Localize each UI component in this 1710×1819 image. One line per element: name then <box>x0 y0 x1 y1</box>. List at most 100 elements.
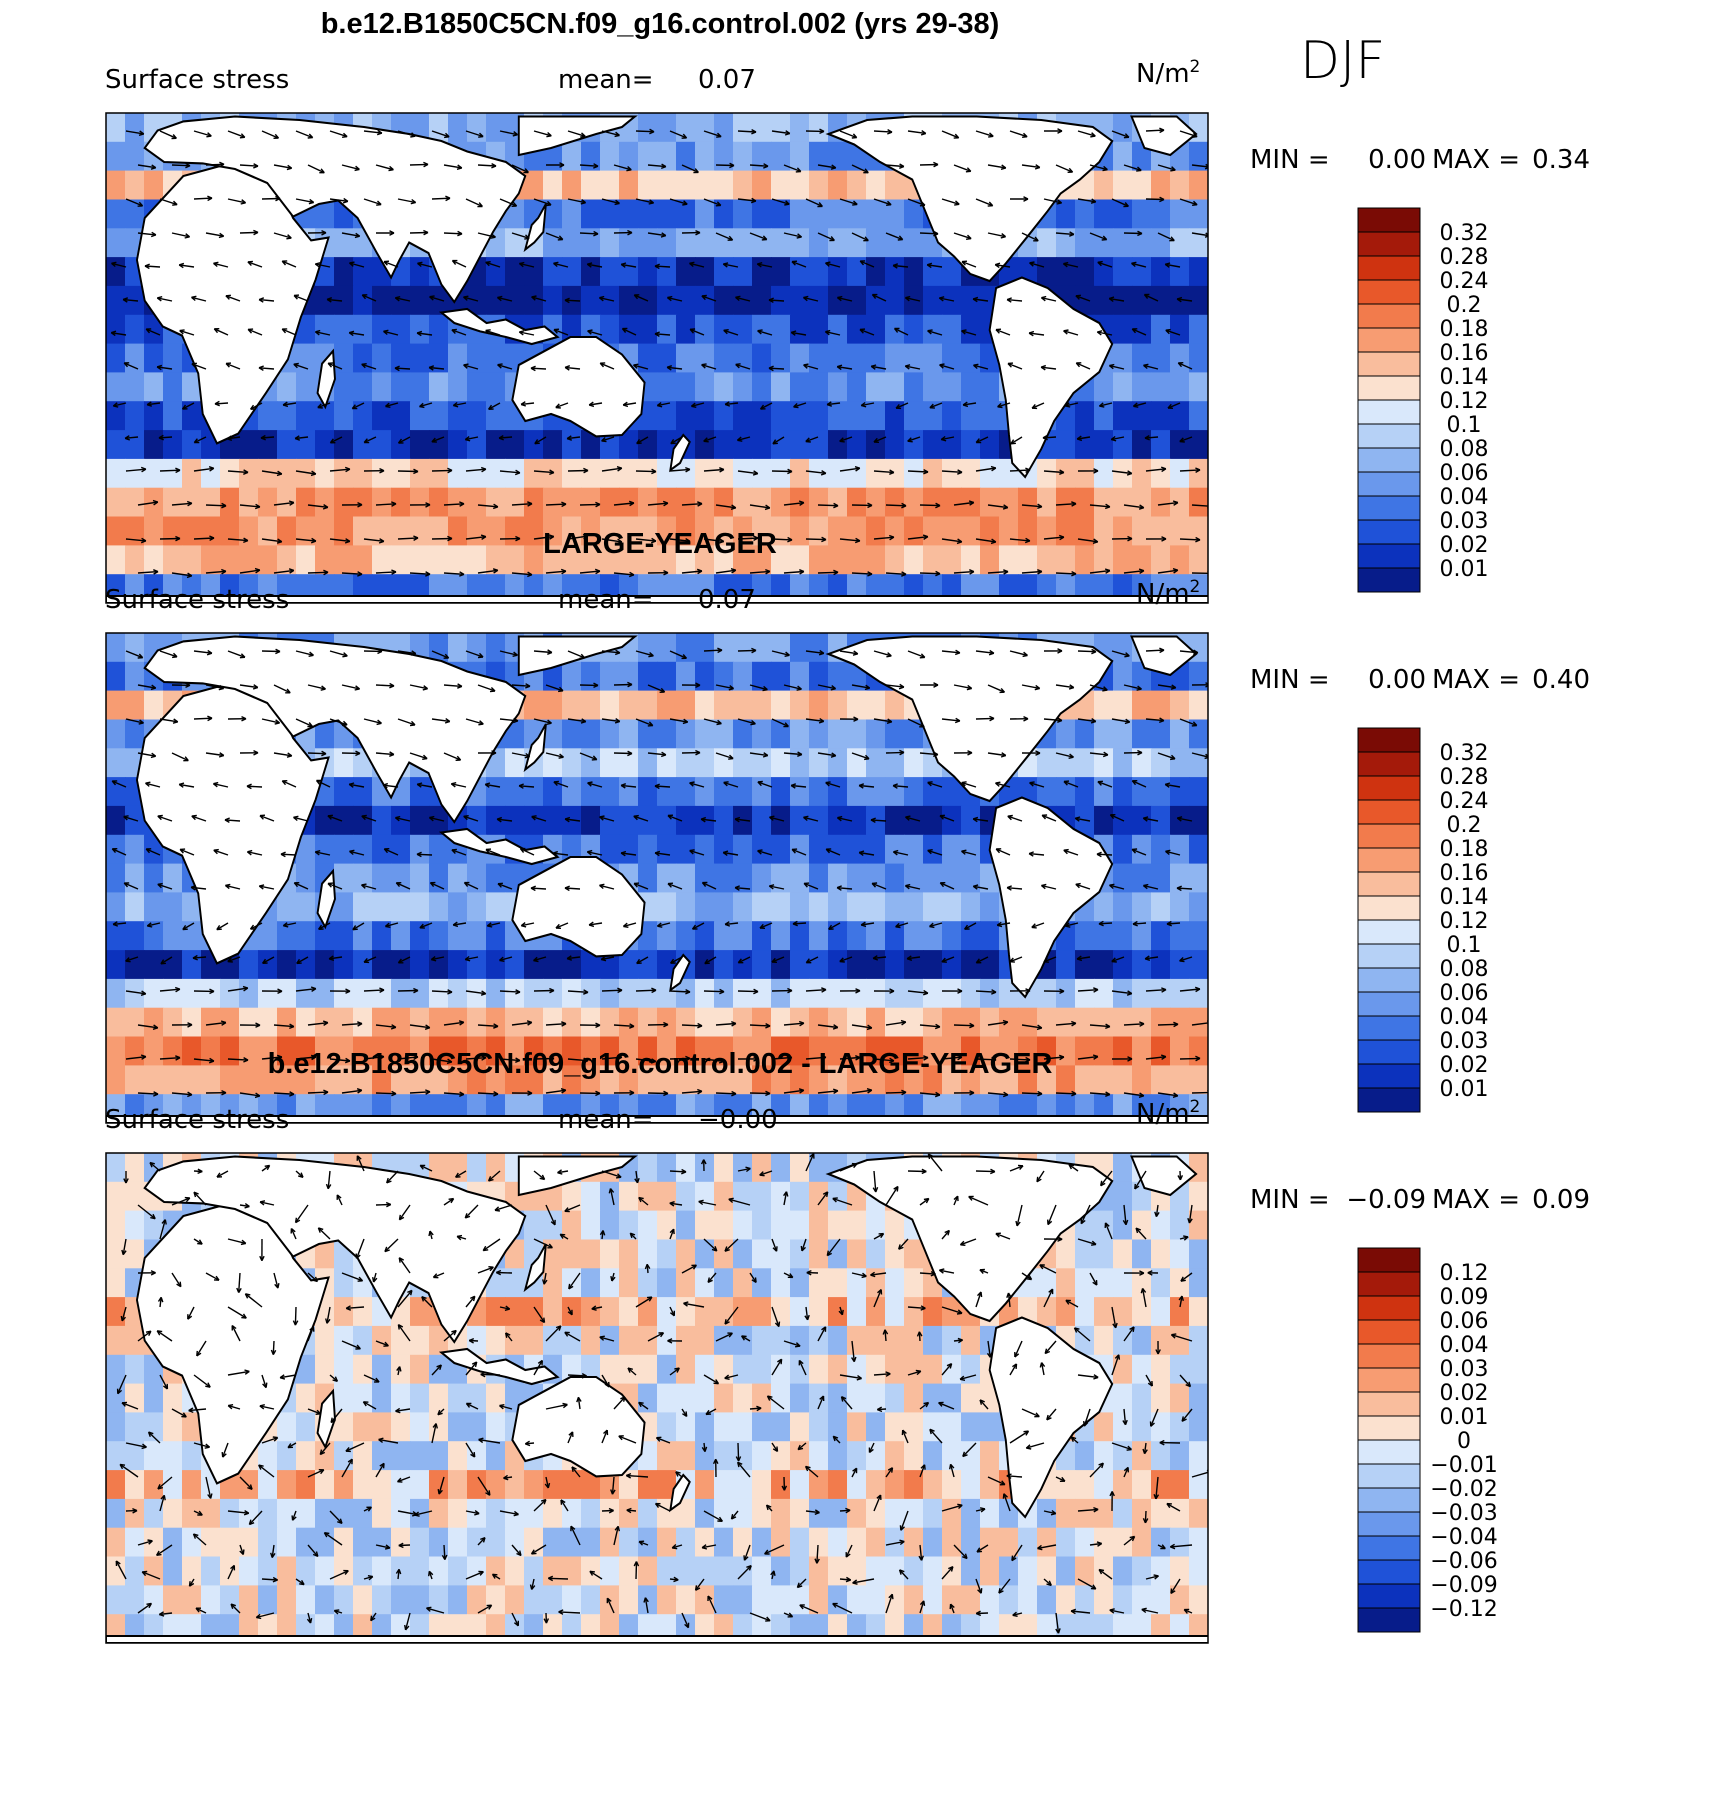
colorbar-label: 0.01 <box>1440 557 1489 582</box>
colorbar-swatch <box>1357 751 1421 777</box>
colorbar-label: 0.16 <box>1440 861 1489 886</box>
colorbar-label: 0.04 <box>1440 1005 1489 1030</box>
colorbar-label: 0.08 <box>1440 437 1489 462</box>
units-exponent: 2 <box>1190 1097 1201 1117</box>
colorbar-label: −0.12 <box>1430 1597 1497 1622</box>
min-value: 0.00 <box>1368 145 1426 175</box>
units-exponent: 2 <box>1190 577 1201 597</box>
colorbar-label: 0.04 <box>1440 485 1489 510</box>
panel-title: LARGE-YEAGER <box>543 528 777 560</box>
colorbar-swatch <box>1357 1295 1421 1321</box>
colorbar-label: 0.02 <box>1440 1053 1489 1078</box>
colorbar-label: 0.09 <box>1440 1285 1489 1310</box>
colorbar-label: 0.2 <box>1447 813 1482 838</box>
colorbar-label: 0.18 <box>1440 317 1489 342</box>
colorbar-swatch <box>1357 1015 1421 1041</box>
variable-label: Surface stress <box>105 1105 289 1135</box>
colorbar-label: 0.12 <box>1440 389 1489 414</box>
colorbar-label: 0.32 <box>1440 741 1489 766</box>
colorbar: 0.320.280.240.20.180.160.140.120.10.080.… <box>1357 207 1489 593</box>
map-frame <box>105 112 1209 604</box>
colorbar-label: 0.06 <box>1440 981 1489 1006</box>
stress-field <box>106 633 1208 1123</box>
colorbar-label: 0.2 <box>1447 293 1482 318</box>
colorbar-swatch <box>1357 1559 1421 1585</box>
colorbar-label: −0.06 <box>1430 1549 1497 1574</box>
colorbar-swatch <box>1357 447 1421 473</box>
colorbar-label: 0.06 <box>1440 461 1489 486</box>
colorbar-label: 0.16 <box>1440 341 1489 366</box>
colorbar-swatch <box>1357 1271 1421 1297</box>
season-label: DJF <box>1300 31 1385 91</box>
colorbar-swatch <box>1357 423 1421 449</box>
colorbar-label: −0.04 <box>1430 1525 1497 1550</box>
colorbar-swatch <box>1357 1463 1421 1489</box>
colorbar-swatch <box>1357 1487 1421 1513</box>
colorbar-swatch <box>1357 471 1421 497</box>
colorbar-label: 0.02 <box>1440 533 1489 558</box>
colorbar-swatch <box>1357 943 1421 969</box>
max-label: MAX = <box>1432 1185 1520 1215</box>
colorbar-swatch <box>1357 279 1421 305</box>
colorbar-label: 0.14 <box>1440 365 1489 390</box>
max-value: 0.09 <box>1532 1185 1590 1215</box>
colorbar-swatch <box>1357 351 1421 377</box>
map <box>105 1152 1209 1644</box>
colorbar-swatch <box>1357 375 1421 401</box>
colorbar-label: −0.01 <box>1430 1453 1497 1478</box>
units-label: N/m2 <box>1136 1097 1200 1129</box>
colorbar-label: −0.02 <box>1430 1477 1497 1502</box>
colorbar-label: 0.12 <box>1440 909 1489 934</box>
colorbar-swatch <box>1357 255 1421 281</box>
colorbar-swatch <box>1357 823 1421 849</box>
colorbar-swatch <box>1357 967 1421 993</box>
min-label: MIN = <box>1250 665 1330 695</box>
stress-field <box>106 113 1208 603</box>
colorbar-swatch <box>1357 1607 1421 1633</box>
colorbar-swatch <box>1357 1391 1421 1417</box>
mean-label: mean= <box>558 65 654 95</box>
colorbar-label: 0.08 <box>1440 957 1489 982</box>
stress-vectors <box>110 127 1208 579</box>
map <box>105 632 1209 1124</box>
colorbar: 0.320.280.240.20.180.160.140.120.10.080.… <box>1357 727 1489 1113</box>
colorbar-swatch <box>1357 519 1421 545</box>
colorbar-swatch <box>1357 919 1421 945</box>
colorbar-swatch <box>1357 775 1421 801</box>
mean-value: 0.07 <box>698 585 756 615</box>
panel-title: b.e12.B1850C5CN.f09_g16.control.002 - LA… <box>268 1048 1053 1080</box>
map-frame <box>105 632 1209 1124</box>
colorbar-swatch <box>1357 1439 1421 1465</box>
mean-label: mean= <box>558 585 654 615</box>
colorbar-label: 0.06 <box>1440 1309 1489 1334</box>
colorbar-swatch <box>1357 495 1421 521</box>
panel-1: b.e12.B1850C5CN.f09_g16.control.002 (yrs… <box>105 8 1590 604</box>
colorbar-label: 0.02 <box>1440 1381 1489 1406</box>
colorbar-swatch <box>1357 543 1421 569</box>
colorbar-label: 0 <box>1457 1429 1471 1454</box>
colorbar-swatch <box>1357 1343 1421 1369</box>
panel-title: b.e12.B1850C5CN.f09_g16.control.002 (yrs… <box>321 8 1000 40</box>
colorbar-label: −0.09 <box>1430 1573 1497 1598</box>
units-label: N/m2 <box>1136 577 1200 609</box>
colorbar-swatch <box>1357 327 1421 353</box>
min-label: MIN = <box>1250 1185 1330 1215</box>
colorbar-swatch <box>1357 303 1421 329</box>
colorbar-swatch <box>1357 799 1421 825</box>
colorbar-swatch <box>1357 1415 1421 1441</box>
colorbar-swatch <box>1357 207 1421 233</box>
map <box>105 112 1209 604</box>
min-label: MIN = <box>1250 145 1330 175</box>
colorbar-label: 0.04 <box>1440 1333 1489 1358</box>
colorbar-swatch <box>1357 727 1421 753</box>
stress-vectors <box>115 1153 1208 1634</box>
colorbar-label: 0.03 <box>1440 509 1489 534</box>
variable-label: Surface stress <box>105 65 289 95</box>
colorbar-swatch <box>1357 1367 1421 1393</box>
colorbar: 0.120.090.060.040.030.020.010−0.01−0.02−… <box>1357 1247 1498 1633</box>
colorbar-swatch <box>1357 895 1421 921</box>
min-value: −0.09 <box>1346 1185 1426 1215</box>
mean-value: −0.00 <box>698 1105 778 1135</box>
colorbar-label: 0.12 <box>1440 1261 1489 1286</box>
